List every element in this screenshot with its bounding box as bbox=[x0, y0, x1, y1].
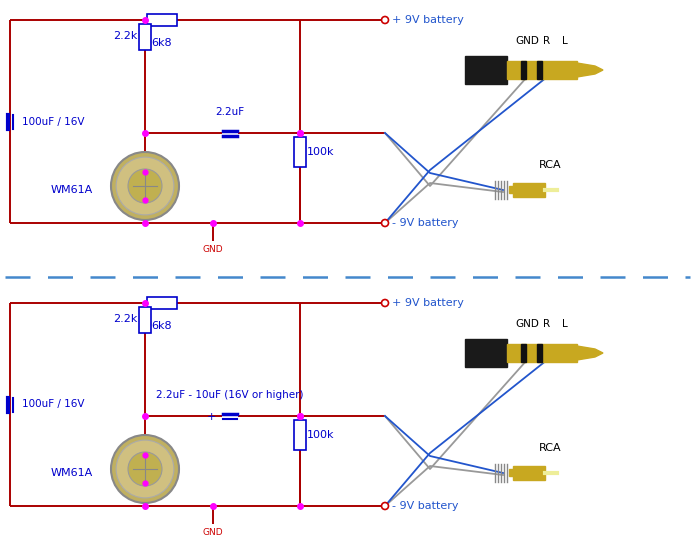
Bar bbox=[537, 344, 542, 362]
Bar bbox=[147, 14, 177, 26]
Text: 100k: 100k bbox=[307, 147, 334, 157]
Bar bbox=[465, 56, 507, 84]
Bar bbox=[509, 186, 515, 193]
Text: 100uF / 16V: 100uF / 16V bbox=[22, 117, 85, 127]
Text: R: R bbox=[543, 36, 550, 46]
Circle shape bbox=[128, 452, 162, 486]
Text: 2.2uF - 10uF (16V or higher): 2.2uF - 10uF (16V or higher) bbox=[156, 390, 304, 400]
Text: - 9V battery: - 9V battery bbox=[392, 218, 459, 228]
Polygon shape bbox=[577, 346, 603, 360]
Bar bbox=[139, 307, 151, 333]
Text: RCA: RCA bbox=[539, 160, 562, 170]
Circle shape bbox=[128, 169, 162, 203]
Text: GND: GND bbox=[202, 528, 223, 537]
Text: + 9V battery: + 9V battery bbox=[392, 15, 464, 25]
Text: L: L bbox=[562, 36, 568, 46]
Text: 2.2k: 2.2k bbox=[113, 314, 137, 324]
Circle shape bbox=[116, 440, 174, 498]
Circle shape bbox=[116, 157, 174, 215]
Bar bbox=[509, 469, 515, 476]
Text: GND: GND bbox=[515, 36, 539, 46]
Circle shape bbox=[111, 152, 179, 220]
Text: GND: GND bbox=[515, 319, 539, 329]
Text: L: L bbox=[562, 319, 568, 329]
Text: R: R bbox=[543, 319, 550, 329]
Bar bbox=[507, 344, 577, 362]
Text: +: + bbox=[206, 412, 216, 422]
Bar bbox=[147, 297, 177, 309]
Bar bbox=[507, 61, 577, 79]
Bar bbox=[521, 61, 526, 79]
Bar bbox=[513, 183, 545, 197]
Bar bbox=[513, 466, 545, 480]
Text: 2.2uF: 2.2uF bbox=[215, 107, 245, 117]
Text: 100k: 100k bbox=[307, 430, 334, 440]
Text: 100uF / 16V: 100uF / 16V bbox=[22, 400, 85, 410]
Bar bbox=[537, 61, 542, 79]
Text: WM61A: WM61A bbox=[51, 185, 93, 195]
Bar bbox=[465, 339, 507, 367]
Text: 2.2k: 2.2k bbox=[113, 31, 137, 41]
Circle shape bbox=[382, 220, 389, 226]
Text: RCA: RCA bbox=[539, 443, 562, 453]
Text: GND: GND bbox=[202, 245, 223, 254]
Bar bbox=[294, 137, 306, 167]
Bar bbox=[521, 344, 526, 362]
Bar bbox=[294, 420, 306, 450]
Bar bbox=[139, 24, 151, 50]
Text: + 9V battery: + 9V battery bbox=[392, 298, 464, 308]
Text: WM61A: WM61A bbox=[51, 468, 93, 478]
Circle shape bbox=[111, 435, 179, 503]
Polygon shape bbox=[577, 63, 603, 77]
Text: - 9V battery: - 9V battery bbox=[392, 501, 459, 511]
Text: 6k8: 6k8 bbox=[152, 321, 172, 331]
Circle shape bbox=[382, 17, 389, 23]
Text: 6k8: 6k8 bbox=[152, 38, 172, 48]
Circle shape bbox=[382, 300, 389, 306]
Circle shape bbox=[382, 503, 389, 509]
